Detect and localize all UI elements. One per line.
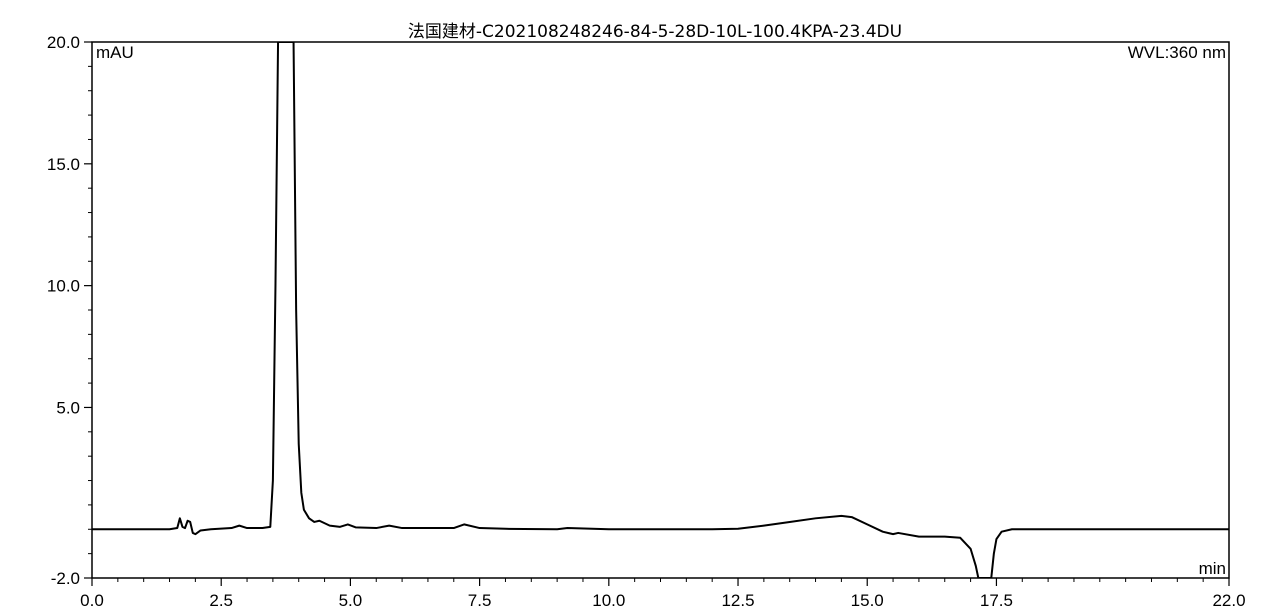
x-tick-label: 0.0 bbox=[80, 591, 104, 610]
chart-title: 法国建材-C202108248246-84-5-28D-10L-100.4KPA… bbox=[408, 22, 902, 42]
plot-border bbox=[92, 42, 1229, 578]
x-unit-label: min bbox=[1199, 559, 1226, 578]
plot-layer bbox=[92, 42, 1229, 578]
series-line bbox=[92, 42, 1229, 578]
x-tick-label: 7.5 bbox=[468, 591, 492, 610]
x-tick-label: 22.0 bbox=[1212, 591, 1245, 610]
y-tick-label: 10.0 bbox=[47, 277, 80, 296]
y-tick-label: 5.0 bbox=[56, 398, 80, 417]
y-tick-label: 20.0 bbox=[47, 33, 80, 52]
y-unit-label: mAU bbox=[96, 43, 134, 62]
x-tick-label: 10.0 bbox=[592, 591, 625, 610]
y-tick-label: -2.0 bbox=[51, 569, 80, 588]
x-tick-label: 17.5 bbox=[980, 591, 1013, 610]
x-tick-label: 5.0 bbox=[339, 591, 363, 610]
axes-layer: 20.0 15.0 10.0 5.0 -2.00.0 2.5 5.0 7.5 10.0 12.5 1… bbox=[47, 33, 1246, 610]
wavelength-label: WVL:360 nm bbox=[1128, 43, 1226, 62]
x-tick-label: 2.5 bbox=[209, 591, 233, 610]
y-tick-label: 15.0 bbox=[47, 155, 80, 174]
x-tick-label: 15.0 bbox=[851, 591, 884, 610]
x-tick-label: 12.5 bbox=[721, 591, 754, 610]
